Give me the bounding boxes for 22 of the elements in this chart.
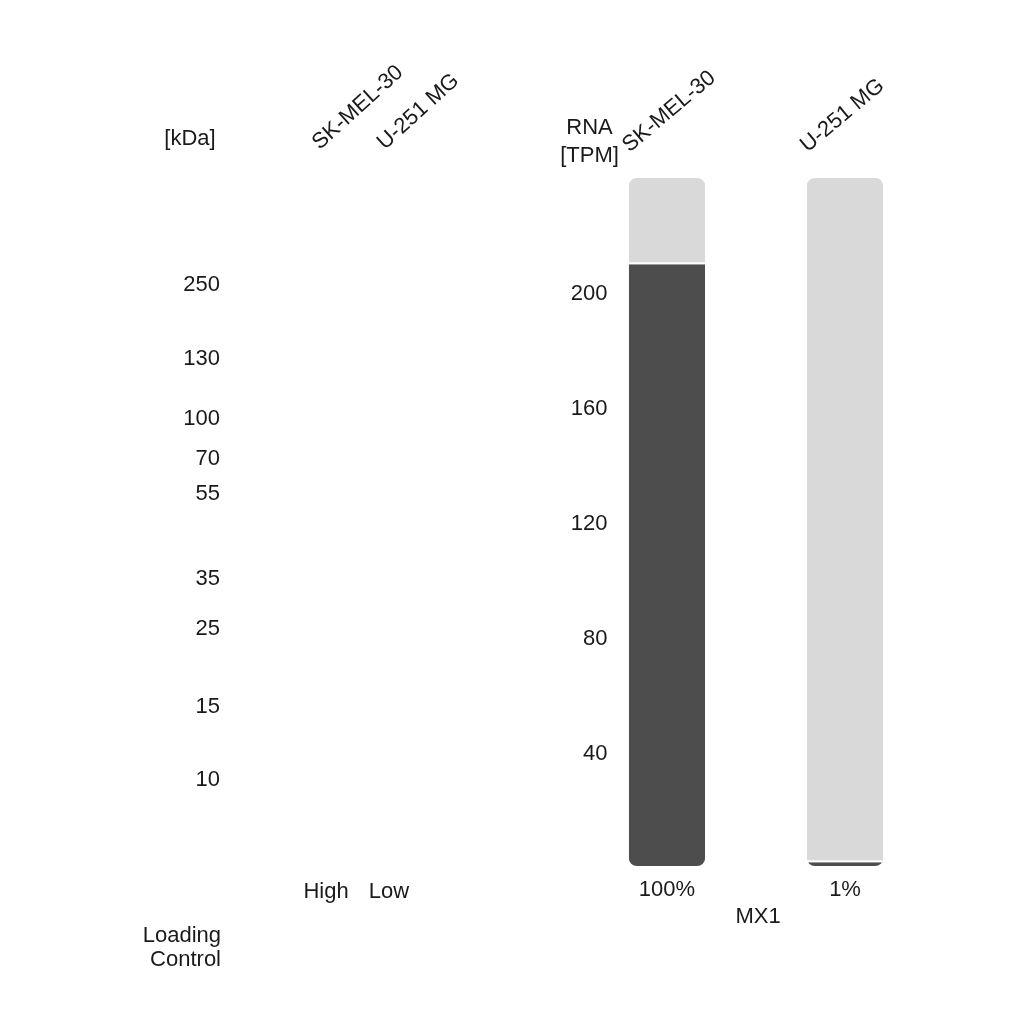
text: 25 <box>195 615 220 640</box>
text: [kDa] <box>164 125 216 150</box>
y-tick-label: 40 <box>583 739 608 765</box>
text: 1% <box>829 876 861 901</box>
text: 250 <box>183 271 220 296</box>
y-tick-label: 120 <box>570 509 608 535</box>
y-tick-label: 80 <box>583 624 608 650</box>
text: 55 <box>195 480 220 505</box>
y-axis-title: RNA [TPM] <box>560 113 619 167</box>
x-axis-title: MX1 <box>735 903 781 928</box>
text: 10 <box>195 766 220 791</box>
y-tick-label: 160 <box>570 394 608 420</box>
text: 100% <box>638 876 696 901</box>
text: 130 <box>183 345 220 370</box>
text: Loading Control <box>142 922 221 971</box>
text: 15 <box>195 693 220 718</box>
text: Low <box>368 878 410 903</box>
text: 100 <box>183 405 220 430</box>
y-tick-label: 200 <box>570 279 608 305</box>
text: 70 <box>195 445 220 470</box>
text: 35 <box>195 565 220 590</box>
text: High <box>303 878 349 903</box>
